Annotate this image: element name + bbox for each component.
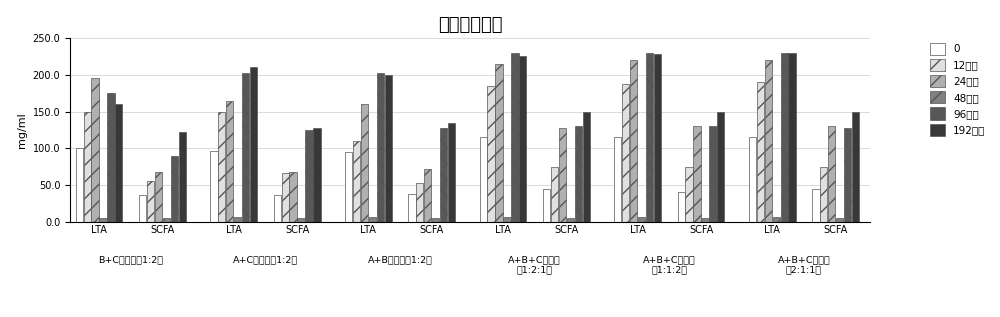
Bar	[115, 104, 122, 222]
Bar	[377, 73, 384, 222]
Bar	[139, 195, 146, 222]
Bar	[408, 194, 416, 222]
Bar	[844, 128, 851, 222]
Legend: 0, 12小时, 24小时, 48小时, 96小时, 192小时: 0, 12小时, 24小时, 48小时, 96小时, 192小时	[927, 40, 989, 139]
Bar	[76, 148, 83, 222]
Text: A+B+C混合菌
（2:1:1）: A+B+C混合菌 （2:1:1）	[778, 255, 830, 275]
Bar	[575, 126, 582, 222]
Bar	[503, 217, 511, 222]
Bar	[773, 217, 780, 222]
Bar	[99, 218, 107, 222]
Bar	[424, 169, 431, 222]
Bar	[828, 126, 835, 222]
Bar	[313, 128, 321, 222]
Bar	[749, 137, 756, 222]
Y-axis label: mg/ml: mg/ml	[17, 112, 27, 148]
Bar	[559, 128, 566, 222]
Bar	[369, 217, 376, 222]
Bar	[297, 218, 305, 222]
Bar	[147, 181, 154, 222]
Bar	[685, 167, 693, 222]
Bar	[155, 172, 162, 222]
Bar	[638, 217, 645, 222]
Bar	[717, 112, 724, 222]
Bar	[234, 217, 241, 222]
Bar	[305, 130, 313, 222]
Bar	[163, 218, 170, 222]
Bar	[385, 75, 392, 222]
Text: A+B+C混合菌
（1:2:1）: A+B+C混合菌 （1:2:1）	[508, 255, 561, 275]
Bar	[812, 189, 820, 222]
Bar	[701, 218, 709, 222]
Bar	[353, 141, 360, 222]
Bar	[781, 53, 788, 222]
Bar	[495, 64, 503, 222]
Bar	[654, 54, 661, 222]
Bar	[480, 137, 487, 222]
Bar	[519, 56, 526, 222]
Text: A+B混合菌（1:2）: A+B混合菌（1:2）	[368, 255, 432, 264]
Bar	[361, 104, 368, 222]
Bar	[274, 195, 281, 222]
Bar	[622, 84, 629, 222]
Bar	[709, 126, 717, 222]
Bar	[551, 167, 558, 222]
Title: 多菌发酵对比: 多菌发酵对比	[438, 16, 502, 34]
Bar	[179, 132, 186, 222]
Bar	[289, 172, 297, 222]
Bar	[432, 218, 439, 222]
Bar	[91, 79, 99, 222]
Bar	[646, 53, 653, 222]
Text: A+B+C混合菌
（1:1:2）: A+B+C混合菌 （1:1:2）	[643, 255, 696, 275]
Bar	[693, 126, 701, 222]
Bar	[852, 112, 859, 222]
Bar	[226, 100, 233, 222]
Bar	[583, 112, 590, 222]
Bar	[448, 123, 455, 222]
Bar	[84, 112, 91, 222]
Bar	[820, 167, 827, 222]
Bar	[567, 218, 574, 222]
Bar	[345, 152, 352, 222]
Bar	[836, 218, 843, 222]
Bar	[250, 68, 257, 222]
Bar	[630, 60, 637, 222]
Bar	[511, 53, 519, 222]
Text: B+C混合菌（1:2）: B+C混合菌（1:2）	[98, 255, 163, 264]
Bar	[171, 156, 178, 222]
Bar	[543, 189, 550, 222]
Bar	[107, 93, 115, 222]
Bar	[614, 137, 621, 222]
Bar	[487, 86, 495, 222]
Bar	[242, 73, 249, 222]
Bar	[757, 82, 764, 222]
Bar	[788, 53, 796, 222]
Bar	[440, 128, 447, 222]
Bar	[210, 151, 218, 222]
Bar	[218, 112, 225, 222]
Bar	[282, 173, 289, 222]
Text: A+C混合菌（1:2）: A+C混合菌（1:2）	[233, 255, 298, 264]
Bar	[416, 183, 423, 222]
Bar	[765, 60, 772, 222]
Bar	[678, 192, 685, 222]
